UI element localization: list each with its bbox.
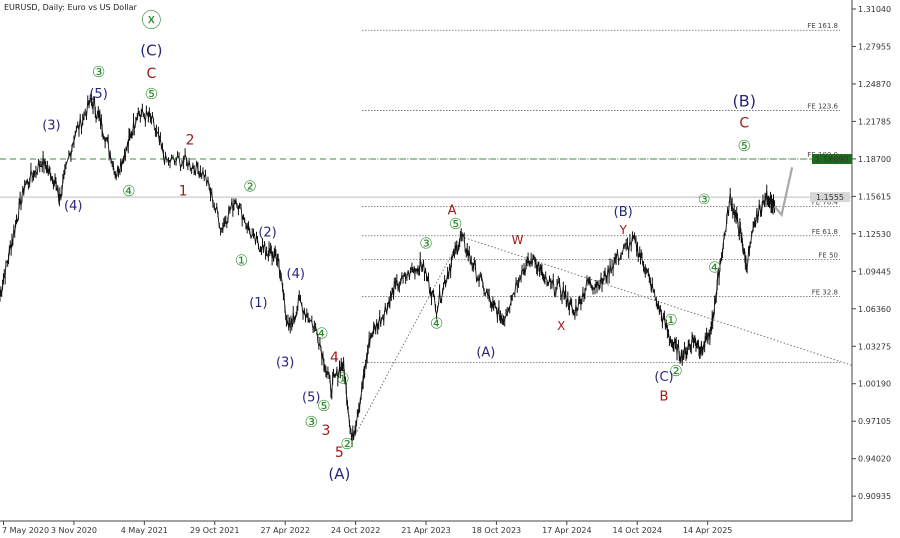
wave-label: ③ (698, 192, 711, 208)
wave-label: ① (664, 311, 677, 329)
wave-label: ① (235, 251, 248, 269)
wave-label: ④ (315, 324, 328, 342)
current-price-tag (810, 192, 850, 203)
fib-level-label: FE 76.4 (812, 199, 839, 207)
wave-label: A (448, 204, 457, 219)
wave-label: (B) (614, 205, 633, 220)
fib-level-label: FE 123.6 (807, 103, 838, 111)
wave-label: (3) (42, 119, 60, 134)
x-tick-label: 4 May 2021 (121, 526, 168, 535)
fib-level-label: FE 161.8 (807, 22, 838, 30)
y-tick-label: 1.09445 (858, 267, 891, 276)
wave-label: 1 (179, 184, 188, 200)
wave-label: C (739, 116, 749, 132)
wave-label: (C) (654, 370, 673, 385)
trend-lines (351, 236, 853, 441)
wave-label: B (660, 389, 669, 404)
wave-label: ④ (122, 182, 135, 200)
wave-label: (1) (249, 296, 267, 311)
x-tick-label: 7 May 2020 (2, 526, 49, 535)
x-tick-label: 29 Oct 2021 (190, 526, 239, 535)
wave-label: X (557, 319, 565, 333)
wave-label: (3) (276, 355, 294, 370)
highlight-level-tag (812, 154, 852, 165)
x-tick-label: 3 Nov 2020 (51, 526, 97, 535)
wave-label: (5) (89, 87, 107, 102)
wave-label: ③ (304, 413, 317, 431)
highlight-level-label: 1.18690 (815, 155, 848, 164)
x-tick-label: 27 Apr 2022 (260, 526, 309, 535)
y-tick-label: 1.03275 (858, 342, 891, 351)
wave-label: 2 (186, 133, 195, 149)
y-tick-label: 0.90935 (858, 492, 891, 501)
x-tick-label: 21 Apr 2023 (401, 526, 450, 535)
projection-path (773, 167, 794, 218)
wave-label: Y (618, 223, 627, 237)
wave-label: 4 (330, 350, 339, 366)
wave-label: (C) (140, 41, 162, 59)
x-tick-label: 14 Oct 2024 (613, 526, 662, 535)
y-tick-label: 1.27955 (858, 42, 891, 51)
wave-label: ③ (419, 234, 432, 252)
y-tick-label: 1.12530 (858, 230, 891, 239)
wave-label: 3 (322, 423, 331, 439)
wave-label: ⑤ (449, 215, 462, 233)
wave-label: (4) (64, 199, 82, 214)
price-series (0, 93, 794, 447)
current-price-label: 1.1555 (816, 193, 844, 202)
fib-level-label: FE 50 (818, 251, 838, 259)
y-tick-label: 0.97105 (858, 417, 891, 426)
wave-label: ③ (92, 63, 105, 81)
wave-label: ④ (708, 259, 721, 277)
wave-label: ② (340, 435, 353, 453)
wave-label: ① (336, 369, 349, 387)
wave-label: (4) (287, 267, 305, 282)
y-tick-label: 1.00190 (858, 380, 891, 389)
y-tick-label: 1.31040 (858, 5, 891, 14)
wave-label: ② (243, 177, 256, 195)
wave-label: W (512, 233, 524, 247)
x-tick-label: 14 Apr 2025 (683, 526, 732, 535)
wave-labels: ⓧ(C)C⑤③(5)(3)(4)④21 ②(2)①(4)(1)④4(3)①(5)⑤… (42, 8, 756, 483)
wave-label: (2) (258, 225, 276, 240)
y-tick-label: 1.18700 (858, 155, 891, 164)
y-tick-label: 1.06360 (858, 305, 891, 314)
wave-label: 5 (335, 445, 344, 461)
y-tick-label: 1.24870 (858, 80, 891, 89)
trend-line (351, 236, 462, 441)
wave-label: (B) (733, 91, 756, 110)
wave-label: ⓧ (141, 8, 161, 32)
x-tick-label: 18 Oct 2023 (472, 526, 521, 535)
y-tick-label: 1.15615 (858, 192, 891, 201)
wave-label: ⑤ (738, 137, 751, 155)
x-tick-label: 24 Oct 2022 (331, 526, 380, 535)
wave-label: ⑤ (317, 397, 330, 415)
wave-label: (5) (302, 391, 320, 406)
y-tick-label: 1.21785 (858, 117, 891, 126)
wave-label: (A) (328, 465, 350, 483)
fib-level-label: FE 61.8 (812, 228, 838, 236)
chart-title: EURUSD, Daily: Euro vs US Dollar (4, 3, 138, 12)
x-tick-label: 17 Apr 2024 (542, 526, 591, 535)
fib-level-label: FE 32.8 (812, 289, 838, 297)
y-tick-label: 0.94020 (858, 455, 891, 464)
wave-label: (A) (476, 346, 495, 361)
wave-label: ④ (430, 315, 443, 333)
wave-label: ② (669, 362, 682, 380)
wave-label: C (146, 66, 156, 82)
price-line (0, 96, 775, 441)
wave-label: ⑤ (145, 85, 158, 103)
